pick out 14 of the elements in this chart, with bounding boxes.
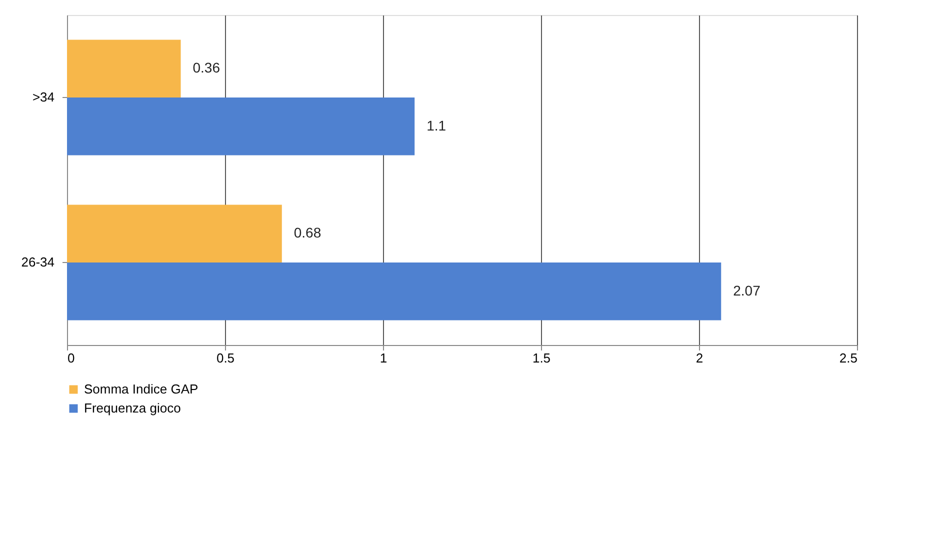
x-tick-label: 0.5 [216,350,235,366]
x-tick-label: 0 [68,350,75,366]
x-tick-label: 2.5 [839,350,858,366]
x-tick-label: 2 [696,350,704,366]
y-tick-label: 26-34 [21,254,54,270]
data-label: 1.1 [426,117,446,134]
legend-label: Somma Indice GAP [84,382,198,396]
y-tick-label: >34 [32,90,54,104]
data-label: 2.07 [733,282,761,298]
x-tick-label: 1.5 [532,350,551,366]
x-tick-label: 1 [380,350,388,366]
data-label: 0.68 [294,224,322,241]
legend-label: Frequenza gioco [84,400,181,416]
data-label: 0.36 [192,60,220,76]
